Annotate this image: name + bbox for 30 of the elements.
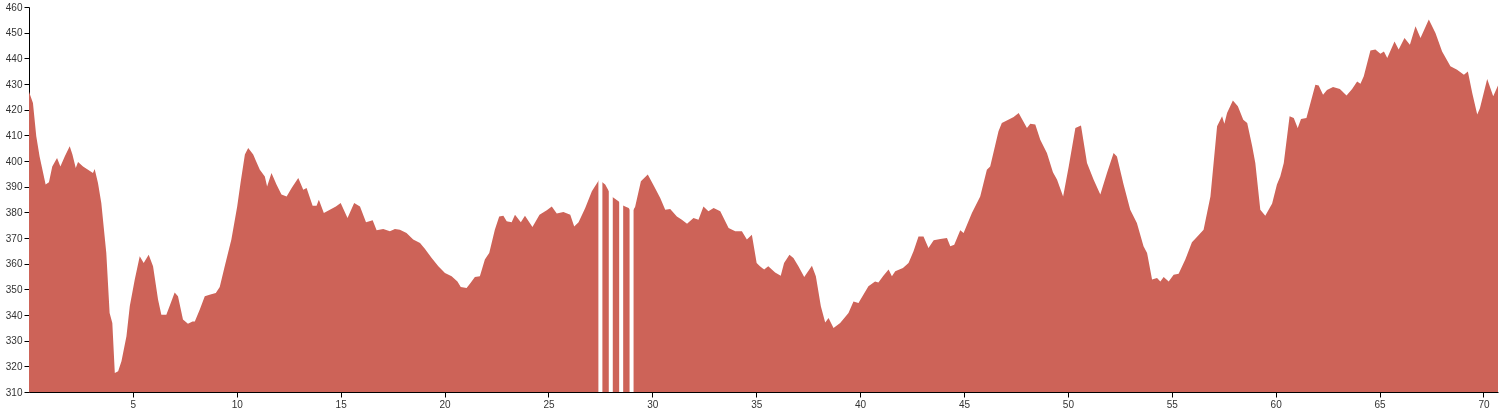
y-tick-label: 400 <box>5 155 23 167</box>
y-tick-label: 370 <box>5 232 23 244</box>
y-tick-label: 350 <box>5 283 23 295</box>
x-tick-label: 60 <box>1270 398 1283 410</box>
y-tick-label: 340 <box>5 309 23 321</box>
y-tick-label: 450 <box>5 27 23 39</box>
x-tick-label: 40 <box>855 398 867 410</box>
x-tick-label: 15 <box>335 398 348 410</box>
x-tick-label: 30 <box>647 398 659 410</box>
y-tick-label: 420 <box>5 104 23 116</box>
y-tick-label: 320 <box>5 360 23 372</box>
y-tick-label: 360 <box>5 258 23 270</box>
x-tick-label: 65 <box>1374 398 1387 410</box>
x-tick-label: 25 <box>543 398 555 410</box>
x-tick-label: 55 <box>1166 398 1179 410</box>
y-tick-label: 410 <box>5 129 23 141</box>
y-tick-label: 430 <box>5 78 23 90</box>
y-tick-label: 310 <box>5 386 23 398</box>
y-tick-label: 330 <box>5 335 23 347</box>
x-tick-label: 20 <box>439 398 452 410</box>
x-tick-label: 70 <box>1478 398 1490 410</box>
x-tick-label: 50 <box>1062 398 1075 410</box>
y-tick-label: 390 <box>5 181 23 193</box>
y-tick-label: 440 <box>5 52 23 64</box>
x-tick-label: 45 <box>958 398 971 410</box>
y-tick-label: 380 <box>5 206 23 218</box>
x-tick-label: 10 <box>231 398 244 410</box>
y-tick-label: 460 <box>5 1 23 13</box>
x-tick-label: 35 <box>751 398 763 410</box>
x-tick-label: 5 <box>130 398 137 410</box>
